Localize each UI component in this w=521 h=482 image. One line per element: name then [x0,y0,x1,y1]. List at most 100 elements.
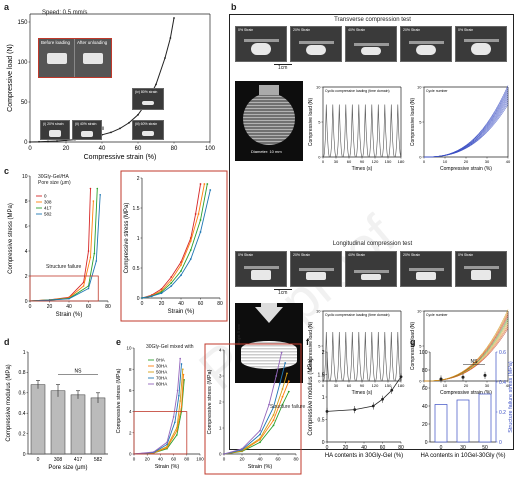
scale-bar-label: 1cm [278,65,288,71]
x-tick-label: 0 [423,383,426,388]
x-tick-label: 0 [37,457,40,463]
x-tick-label: 30 [334,159,339,164]
data-point [47,140,49,143]
sample-shape [142,101,154,105]
series-line [29,194,101,302]
bar [434,404,448,443]
strain-photo-iv: (iv) 80% strain [132,88,164,110]
strain-photo-ii: (ii) 40% strain [72,120,102,140]
bar [50,390,66,455]
data-point [87,250,90,252]
chart-c-zoom: 0 20 40 60 80 0 0.5 1 1.5 2 Strain (%) Compressive … [120,170,228,322]
plate [353,43,389,46]
data-point [180,261,182,263]
x-axis-label: Strain (%) [168,309,195,315]
sample-shape [251,270,271,280]
y-tick-label: 0.5 [133,266,140,272]
data-point [259,429,261,432]
data-point [259,438,261,441]
structure-failure-label-c: Structure failure [46,264,82,270]
transverse-photo-1: 0% Strain [235,26,287,62]
x-tick-label: 0 [28,146,32,152]
bar [70,394,86,455]
data-point [206,183,209,185]
chart-e-zoom: 0 20 40 60 80 0 1 2 3 4 Strain (%) Compressive stre… [204,343,302,475]
data-point [89,187,92,190]
transverse-photo-5: 0% Strain [455,26,507,62]
x-tick-label: 60 [380,445,386,451]
y-tick-label: 1.5 [318,372,325,378]
x-tick-label: 60 [347,383,352,388]
y-tick-label: 100 [17,60,28,66]
data-point [189,258,192,260]
data-point [89,256,92,259]
legend-label: 30HA [156,364,167,369]
legend-c: 30Gly-Gel/HA Pore size (μm) [38,174,71,186]
chart-c-full: 0 20 40 60 80 0 2 4 6 8 10 Strain (%) Compressive st… [8,174,111,318]
strain-photo-i: (i) 20% strain [40,120,70,140]
data-point [189,240,192,242]
y-axis-label: Compressive load (N) [7,44,14,112]
strain-photo-label: 20% Strain [403,28,421,32]
y-tick-label: 8 [25,199,28,205]
plate [298,41,334,44]
data-point [278,382,281,385]
diameter-label: Diameter: 10 mm [251,149,282,154]
y-tick-label: 0.6 [19,391,26,397]
bar [478,393,492,443]
x-tick-label: 60 [86,304,92,310]
y-tick-label: 10 [417,84,422,89]
data-point [160,288,163,290]
zoom-frame [204,343,302,475]
data-point [272,419,275,422]
x-axis-label: Compressive strain (%) [84,154,157,161]
y-axis-label: Compressive load (N) [308,97,314,146]
x-tick-label: 180 [398,383,405,388]
data-point [166,443,168,446]
data-point [176,434,178,436]
y-tick-label: 0.8 [19,370,26,376]
x-axis-label: Compressive strain (%) [440,390,492,396]
x-axis-label: Times (s) [352,390,373,396]
zoom-box [133,411,188,455]
arrow-down-icon [255,307,283,323]
legend-label: 308 [44,200,52,205]
data-point [174,421,176,423]
legend-label: 50HA [156,370,167,375]
y-tick-label: 0 [24,140,28,146]
data-point [281,388,284,390]
scaffold-disk [243,93,295,145]
y-tick-label: 80 [422,368,428,374]
data-point [48,299,51,301]
x-axis-label: HA contents in 10Gel-30Gly (%) [420,453,505,459]
data-point [92,200,95,202]
x-axis-label: Times (s) [352,166,373,172]
y-axis-label: Compressive load (N) [410,97,416,146]
sample-shape [361,47,381,55]
longitudinal-photo-4: 20% Strain [400,251,452,287]
x-tick-label: 120 [372,383,379,388]
longitudinal-photo-1: 0% Strain [235,251,287,287]
strain-photo-label: 20% Strain [403,253,421,257]
y-tick-label: 50 [21,100,28,106]
panel-label-b: b [231,2,237,12]
x-tick-label: 50 [482,445,488,451]
strain-photo-label: 20% Strain [293,253,311,257]
x-tick-label: 0 [440,445,443,451]
y-tick-label: 1 [322,395,325,401]
sample-shape [251,43,271,55]
series-line [223,391,290,455]
data-point [259,433,261,436]
y-tick-label: 0 [23,452,26,458]
series-line [29,188,98,302]
after-unloading-label: After unloading [77,40,108,45]
sample-shape [471,270,491,280]
right-tick-label: 0.2 [499,410,506,416]
legend-label: 582 [44,212,52,217]
y-tick-label: 2 [137,176,140,182]
ns-label: NS [75,368,83,374]
series-line [223,381,290,455]
longitudinal-photo-2: 20% Strain [290,251,342,287]
y-tick-label: 6 [25,224,28,230]
x-tick-label: 0 [322,159,325,164]
